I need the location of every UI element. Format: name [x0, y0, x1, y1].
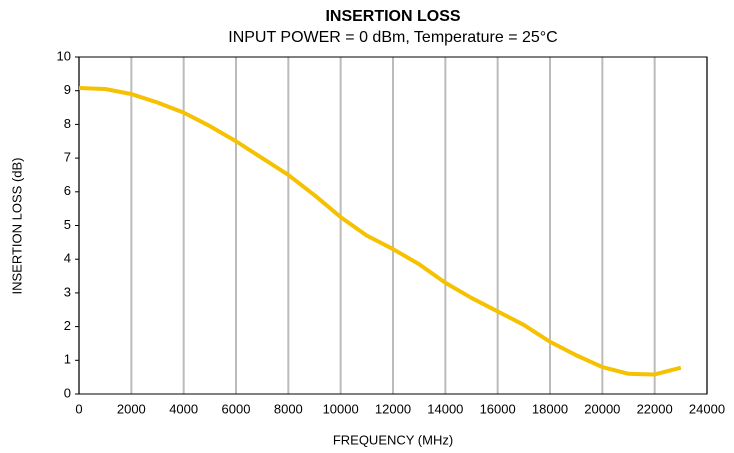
y-tick-label: 5 [64, 217, 71, 232]
x-axis-label: FREQUENCY (MHz) [333, 432, 453, 447]
x-tick-label: 18000 [532, 401, 568, 416]
plot-frame [78, 56, 708, 395]
y-tick-label: 9 [64, 82, 71, 97]
y-tick-label: 3 [64, 284, 71, 299]
y-tick-label: 10 [57, 48, 71, 63]
y-axis-label: INSERTION LOSS (dB) [9, 157, 24, 294]
x-tick-label: 6000 [222, 401, 251, 416]
chart-title: INSERTION LOSS [325, 8, 460, 25]
x-tick-label: 16000 [480, 401, 516, 416]
x-tick-label: 8000 [274, 401, 303, 416]
y-tick-label: 2 [64, 318, 71, 333]
x-tick-label: 0 [75, 401, 82, 416]
x-tick-label: 24000 [689, 401, 725, 416]
y-tick-label: 6 [64, 183, 71, 198]
x-tick-label: 4000 [169, 401, 198, 416]
y-tick-label: 7 [64, 150, 71, 165]
x-tick-label: 2000 [117, 401, 146, 416]
y-tick-label: 8 [64, 116, 71, 131]
chart-subtitle: INPUT POWER = 0 dBm, Temperature = 25°C [228, 29, 557, 46]
x-tick-label: 10000 [323, 401, 359, 416]
x-tick-label: 12000 [375, 401, 411, 416]
x-tick-label: 14000 [427, 401, 463, 416]
x-tick-label: 22000 [637, 401, 673, 416]
y-tick-label: 4 [64, 251, 71, 266]
y-tick-label: 1 [64, 352, 71, 367]
y-tick-label: 0 [64, 385, 71, 400]
x-tick-label: 20000 [584, 401, 620, 416]
data-line [78, 86, 682, 377]
